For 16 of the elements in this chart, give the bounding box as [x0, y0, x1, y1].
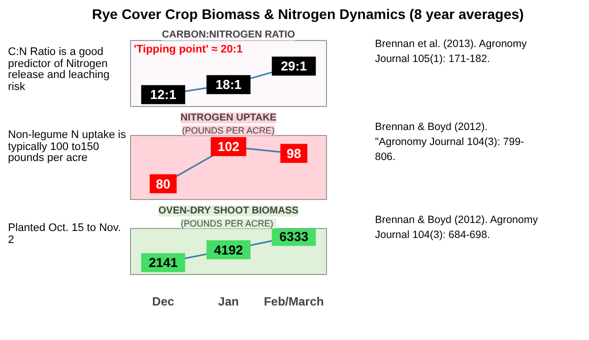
- text: 'Tipping point' ≈ 20:1: [134, 44, 243, 56]
- chart-subtitle: (POUNDS PER ACRE): [182, 126, 275, 136]
- x-tick-label: Dec: [152, 294, 174, 308]
- text: Planted Oct. 15 to Nov. 2: [8, 222, 122, 246]
- x-tick-label: Jan: [218, 294, 239, 308]
- text: Rye Cover Crop Biomass & Nitrogen Dynamics (8 year averages): [92, 5, 524, 24]
- text: C:N Ratio is a good predictor of Nitrogen release and leaching risk: [8, 46, 111, 94]
- text: Brennan & Boyd (2012). Agronomy Journal 104(3): 684-698.: [375, 213, 539, 244]
- x-tick-label: Feb/March: [264, 294, 324, 308]
- chart-title: OVEN-DRY SHOOT BIOMASS: [158, 206, 299, 216]
- text: Brennan & Boyd (2012). "Agronomy Journal 104(3): 799-806.: [375, 120, 526, 166]
- chart-title: NITROGEN UPTAKE: [180, 112, 277, 124]
- text: Non-legume N uptake is typically 100 to150 pounds per acre: [8, 129, 126, 165]
- chart-title: CARBON:NITROGEN RATIO: [162, 30, 296, 40]
- chart-subtitle: (POUNDS PER ACRE): [180, 218, 274, 228]
- text: Brennan et al. (2013). Agronomy Journal 105(1): 171-182.: [375, 37, 528, 68]
